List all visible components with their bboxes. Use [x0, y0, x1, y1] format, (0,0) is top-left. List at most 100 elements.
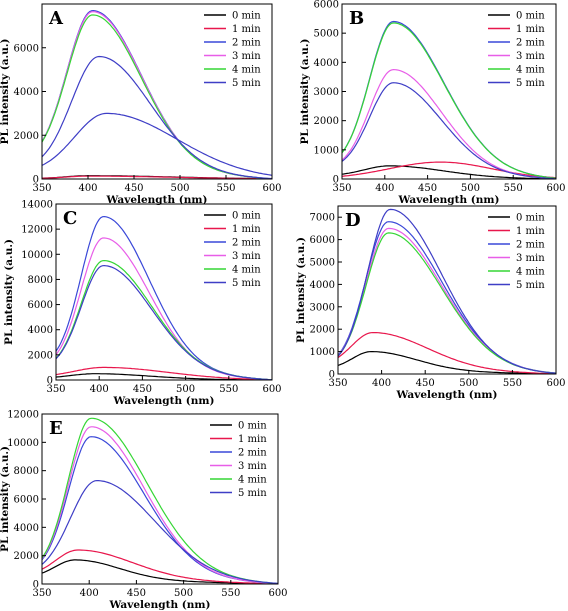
- series-line-2-min: [42, 9, 272, 179]
- y-tick-label: 4000: [28, 325, 53, 336]
- x-tick-label: 500: [174, 588, 193, 599]
- y-tick-label: 4000: [310, 280, 335, 291]
- x-tick-label: 550: [221, 588, 240, 599]
- legend-label: 1 min: [516, 226, 545, 237]
- series-line-3-min: [42, 426, 278, 584]
- legend: 0 min 1 min 2 min 3 min 4 min 5 min: [204, 11, 261, 89]
- legend-label: 5 min: [232, 278, 261, 289]
- legend-label: 2 min: [238, 448, 267, 459]
- x-tick-label: 500: [461, 183, 480, 194]
- x-tick-label: 350: [32, 183, 51, 194]
- x-tick-label: 600: [546, 378, 565, 389]
- x-tick-label: 500: [176, 384, 195, 395]
- x-tick-label: 500: [170, 183, 189, 194]
- series-line-5-min: [56, 264, 272, 380]
- legend-label: 2 min: [516, 240, 545, 251]
- y-tick-label: 0: [47, 376, 53, 387]
- legend-label: 4 min: [232, 65, 261, 76]
- y-tick-label: 1000: [314, 145, 339, 156]
- x-tick-label: 600: [262, 183, 281, 194]
- y-tick-label: 6000: [14, 495, 39, 506]
- y-tick-label: 6000: [314, 0, 339, 11]
- y-tick-label: 2000: [14, 551, 39, 562]
- legend-label: 5 min: [516, 78, 545, 89]
- legend-label: 0 min: [232, 211, 261, 222]
- x-tick-label: 550: [216, 183, 235, 194]
- x-tick-label: 550: [503, 378, 522, 389]
- y-tick-label: 0: [333, 175, 339, 186]
- legend-label: 4 min: [232, 265, 261, 276]
- series-line-0-min: [342, 165, 556, 179]
- legend-label: 5 min: [238, 488, 267, 499]
- panel-letter: B: [349, 8, 364, 29]
- legend-label: 4 min: [238, 475, 267, 486]
- x-tick-label: 600: [546, 183, 565, 194]
- y-tick-label: 2000: [28, 350, 53, 361]
- plot-frame: [55, 203, 273, 381]
- y-axis-label: PL intensity (a.u.): [295, 237, 307, 343]
- y-tick-label: 5000: [314, 29, 339, 40]
- legend-label: 1 min: [238, 434, 267, 445]
- x-tick-label: 550: [219, 384, 238, 395]
- x-tick-label: 400: [78, 183, 97, 194]
- legend-label: 4 min: [516, 65, 545, 76]
- series-line-0-min: [338, 351, 556, 374]
- series-line-4-min: [342, 22, 556, 179]
- series-line-1-min: [42, 175, 272, 179]
- legend-label: 3 min: [238, 461, 267, 472]
- x-tick-label: 400: [372, 378, 391, 389]
- legend-label: 0 min: [232, 11, 261, 22]
- y-tick-label: 4000: [14, 87, 39, 98]
- x-tick-label: 350: [32, 588, 51, 599]
- y-tick-label: 2000: [310, 325, 335, 336]
- legend-label: 0 min: [516, 213, 545, 224]
- x-tick-label: 450: [416, 378, 435, 389]
- y-tick-label: 8000: [14, 466, 39, 477]
- panel-letter: D: [345, 210, 361, 231]
- y-tick-label: 12000: [21, 225, 53, 236]
- x-axis-label: Wavelength (nm): [109, 599, 211, 611]
- panel-b: 350 400 450 500 550 6000100020003000400050006…: [299, 0, 566, 206]
- y-tick-label: 14000: [21, 200, 53, 211]
- y-tick-label: 3000: [310, 302, 335, 313]
- y-tick-label: 10000: [21, 250, 53, 261]
- y-axis-label: PL intensity (a.u.): [0, 446, 11, 552]
- series-line-1-min: [42, 549, 278, 584]
- legend-label: 4 min: [516, 267, 545, 278]
- y-tick-label: 8000: [28, 275, 53, 286]
- y-tick-label: 7000: [310, 213, 335, 224]
- y-tick-label: 2000: [14, 131, 39, 142]
- series-line-1-min: [56, 366, 272, 380]
- y-tick-label: 0: [329, 370, 335, 381]
- legend-label: 3 min: [232, 251, 261, 262]
- panel-e: 350 400 450 500 550 6000200040006000800010000…: [0, 410, 288, 611]
- series-line-1-min: [342, 161, 556, 179]
- x-tick-label: 450: [133, 384, 152, 395]
- legend: 0 min 1 min 2 min 3 min 4 min 5 min: [488, 213, 545, 291]
- panel-letter: E: [49, 418, 63, 439]
- x-tick-label: 350: [332, 183, 351, 194]
- y-tick-label: 12000: [7, 410, 39, 421]
- y-tick-label: 3000: [314, 87, 339, 98]
- y-tick-label: 1000: [310, 347, 335, 358]
- legend-label: 5 min: [232, 78, 261, 89]
- y-axis-label: PL intensity (a.u.): [0, 39, 11, 145]
- legend-label: 5 min: [516, 280, 545, 291]
- series-line-1-min: [338, 332, 556, 374]
- y-axis-label: PL intensity (a.u.): [3, 239, 15, 345]
- x-axis-label: Wavelength (nm): [113, 395, 215, 407]
- legend: 0 min 1 min 2 min 3 min 4 min 5 min: [488, 11, 545, 89]
- series-line-2-min: [42, 436, 278, 584]
- legend-label: 3 min: [516, 51, 545, 62]
- legend: 0 min 1 min 2 min 3 min 4 min 5 min: [210, 421, 267, 499]
- legend-label: 2 min: [516, 38, 545, 49]
- x-tick-label: 500: [459, 378, 478, 389]
- x-tick-label: 400: [90, 384, 109, 395]
- x-axis-label: Wavelength (nm): [396, 389, 498, 401]
- legend-label: 0 min: [238, 421, 267, 432]
- x-tick-label: 600: [262, 384, 281, 395]
- legend-label: 2 min: [232, 38, 261, 49]
- series-line-5-min: [338, 208, 556, 374]
- x-tick-label: 350: [328, 378, 347, 389]
